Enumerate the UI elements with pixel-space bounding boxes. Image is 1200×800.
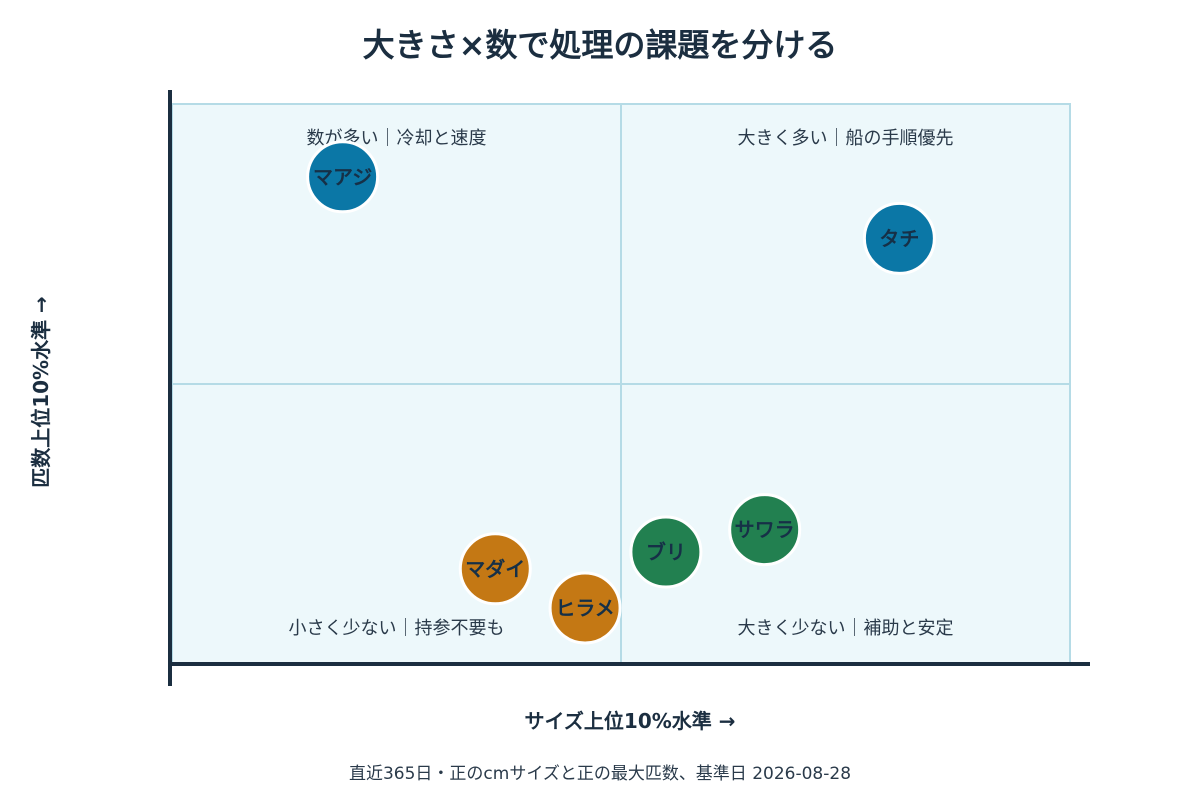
quadrant-top-right: [620, 103, 1071, 385]
x-axis-label: サイズ上位10%水準 →: [525, 709, 736, 733]
data-point-label-5: マダイ: [465, 557, 525, 581]
quadrant-top-left: [171, 103, 622, 385]
chart-footnote: 直近365日・正のcmサイズと正の最大匹数、基準日 2026-08-28: [349, 764, 851, 784]
data-point-label-1: マアジ: [313, 165, 372, 189]
data-point-2: [862, 201, 936, 275]
chart-title: 大きさ×数で処理の課題を分ける: [363, 26, 838, 64]
data-point-1: [306, 140, 380, 214]
quadrant-bottom-right: [620, 383, 1071, 665]
quadrant-label-bottom-left: 小さく少ない｜持参不要も: [289, 618, 505, 639]
data-point-4: [629, 515, 703, 589]
y-axis-label: 匹数上位10%水準 →: [29, 296, 53, 488]
data-point-label-4: ブリ: [646, 540, 686, 564]
data-point-label-6: ヒラメ: [555, 596, 614, 620]
data-point-6: [548, 571, 622, 645]
data-point-5: [458, 532, 532, 606]
quadrant-bottom-left: [171, 383, 622, 665]
quadrant-label-top-right: 大きく多い｜船の手順優先: [738, 128, 954, 149]
quadrant-label-bottom-right: 大きく少ない｜補助と安定: [738, 618, 954, 639]
data-point-label-2: タチ: [879, 226, 919, 250]
data-point-3: [728, 493, 802, 567]
data-point-label-3: サワラ: [735, 518, 795, 542]
